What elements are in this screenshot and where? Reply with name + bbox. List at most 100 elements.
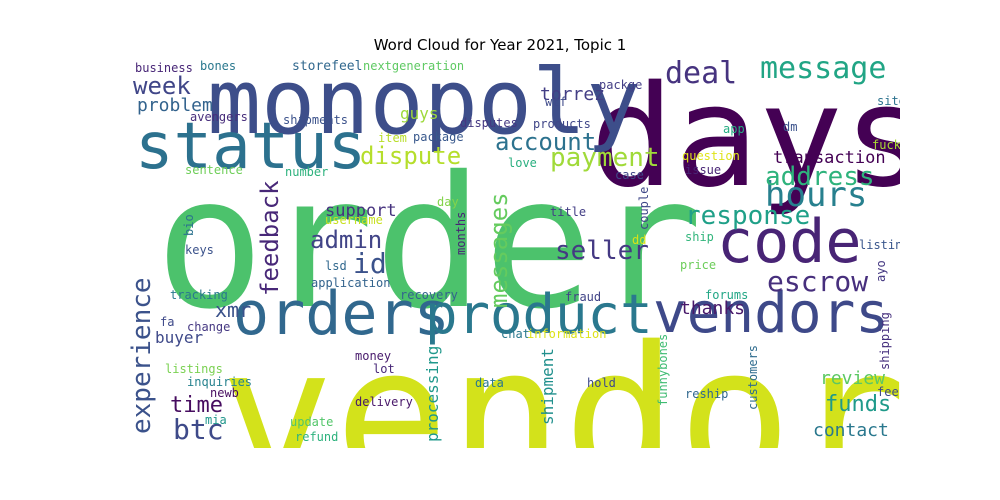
word-guys: guys [400, 104, 439, 123]
word-package: package [413, 130, 464, 144]
word-delivery: delivery [355, 395, 413, 409]
word-xmr: xmr [215, 298, 252, 322]
word-fuck: fuck [872, 138, 900, 152]
word-ship: ship [685, 230, 714, 244]
word-change: change [187, 320, 231, 334]
word-vendor: vendor [220, 306, 900, 449]
word-day: day [437, 195, 459, 209]
word-issue: issue [685, 163, 722, 177]
word-avengers: avengers [190, 110, 248, 124]
word-mia: mia [205, 413, 227, 427]
word-sentence: sentence [185, 163, 243, 177]
word-week: week [133, 72, 191, 100]
word-btc: btc [173, 413, 224, 446]
word-problem: problem [137, 95, 213, 116]
word-fraud: fraud [565, 290, 602, 304]
word-shipments: shipments [283, 113, 349, 127]
word-application: application [311, 276, 391, 290]
word-hold: hold [587, 376, 616, 390]
word-hours: hours [765, 175, 868, 215]
word-money: money [355, 349, 392, 363]
word-couple: couple [637, 186, 651, 230]
word-shipment: shipment [538, 347, 557, 425]
word-order: order [155, 137, 703, 349]
word-item: item [378, 131, 407, 145]
word-price: price [680, 258, 717, 272]
word-product: product [425, 283, 653, 346]
word-lsd: lsd [325, 259, 347, 273]
word-dd: dd [632, 233, 647, 247]
word-funnybones: funnybones [656, 333, 670, 406]
word-dm: dm [783, 120, 798, 134]
word-lot: lot [373, 362, 395, 376]
word-reship: reship [685, 387, 729, 401]
word-fee: fee [877, 385, 899, 399]
word-escrow: escrow [767, 265, 869, 298]
word-fa: fa [160, 315, 175, 329]
word-username: username [325, 213, 383, 227]
word-response: response [685, 201, 811, 231]
word-admin: admin [310, 226, 383, 254]
word-payment: payment [550, 143, 660, 173]
word-inquiries: inquiries [187, 375, 253, 389]
word-feedback: feedback [256, 180, 284, 296]
word-id: id [353, 247, 387, 280]
word-orders: orders [233, 279, 450, 349]
word-days: days [590, 60, 900, 219]
word-support: support [325, 201, 397, 221]
word-processing: processing [423, 345, 442, 442]
word-vendors: vendors [653, 281, 890, 346]
word-storefeel: storefeel [292, 60, 363, 74]
word-status: status [135, 110, 367, 184]
word-listing: listing [859, 238, 900, 252]
word-funds: funds [825, 392, 892, 417]
word-question: question [682, 149, 740, 163]
word-bio: bio [182, 214, 196, 236]
word-experience: experience [127, 277, 157, 434]
word-products: products [533, 117, 591, 131]
word-deal: deal [665, 60, 738, 91]
word-refund: refund [295, 430, 339, 444]
word-data: data [475, 376, 504, 390]
word-contact: contact [813, 420, 889, 441]
word-tracking: tracking [170, 288, 228, 302]
word-transaction: transaction [773, 148, 886, 168]
word-packge: packge [599, 78, 643, 92]
word-address: address [765, 162, 875, 192]
word-ayo: ayo [874, 260, 888, 282]
word-information: information [527, 327, 607, 341]
word-newb: newb [210, 386, 239, 400]
word-torrez: torrez [540, 84, 606, 105]
word-disputes: disputes [460, 116, 518, 130]
word-bones: bones [200, 60, 237, 73]
word-update: update [290, 415, 334, 429]
word-business: business [135, 61, 193, 75]
word-keys: keys [185, 243, 214, 257]
word-chat: chat [501, 327, 530, 341]
word-shipping: shipping [878, 312, 892, 370]
word-app: app [723, 122, 745, 136]
word-title: title [550, 205, 587, 219]
word-dispute: dispute [360, 142, 462, 170]
word-account: account [495, 128, 597, 156]
word-code: code [717, 207, 862, 277]
word-cloud: vendor order days monopoly orders vendors prod… [125, 60, 900, 448]
word-buyer: buyer [155, 328, 204, 347]
word-nextgeneration: nextgeneration [363, 60, 465, 73]
word-number: number [285, 165, 329, 179]
word-seller: seller [555, 236, 649, 266]
word-messages: messages [485, 192, 513, 308]
word-case: case [615, 168, 644, 182]
chart-title: Word Cloud for Year 2021, Topic 1 [373, 36, 627, 54]
word-customers: customers [746, 344, 760, 410]
word-recovery: recovery [400, 288, 458, 302]
word-time: time [170, 393, 223, 418]
word-wtf: wtf [545, 95, 567, 109]
word-review: review [820, 368, 886, 389]
word-listings: listings [165, 362, 223, 376]
word-monopoly: monopoly [207, 60, 641, 155]
word-love: love [508, 156, 537, 170]
word-thanks: thanks [680, 298, 746, 319]
word-forums: forums [705, 288, 749, 302]
